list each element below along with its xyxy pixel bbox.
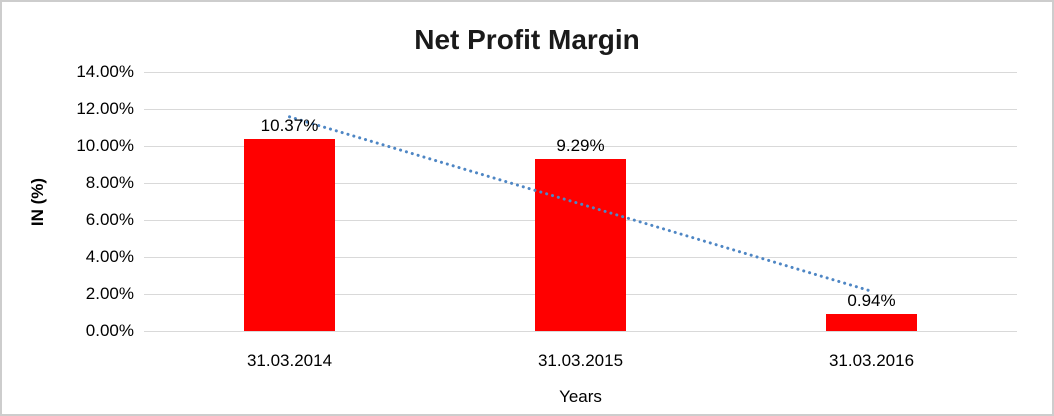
- y-tick-label: 6.00%: [85, 210, 134, 229]
- y-tick-label: 12.00%: [76, 99, 134, 118]
- bar-31.03.2015: [535, 159, 626, 331]
- chart-title: Net Profit Margin: [414, 24, 640, 55]
- plot-area: 10.37% 9.29% 0.94%: [144, 71, 1017, 332]
- y-tick-label: 4.00%: [85, 247, 134, 266]
- gridline-0pct: [144, 330, 1017, 332]
- x-tick-label: 31.03.2015: [537, 351, 624, 370]
- gridline-14pct: [144, 71, 1017, 73]
- data-label: 0.94%: [847, 290, 896, 310]
- y-tick-label: 8.00%: [85, 173, 134, 192]
- x-tick-label: 31.03.2014: [246, 351, 333, 370]
- bar-31.03.2016: [826, 313, 917, 331]
- x-tick-label: 31.03.2016: [828, 351, 915, 370]
- data-label: 10.37%: [260, 116, 319, 136]
- y-tick-label: 10.00%: [76, 136, 134, 155]
- y-tick-label: 0.00%: [85, 321, 134, 340]
- x-axis-title: Years: [559, 387, 602, 406]
- gridline-12pct: [144, 108, 1017, 110]
- bar-31.03.2014: [244, 139, 335, 331]
- y-tick-label: 2.00%: [85, 284, 134, 303]
- y-tick-label: 14.00%: [76, 62, 134, 81]
- data-label: 9.29%: [556, 136, 605, 156]
